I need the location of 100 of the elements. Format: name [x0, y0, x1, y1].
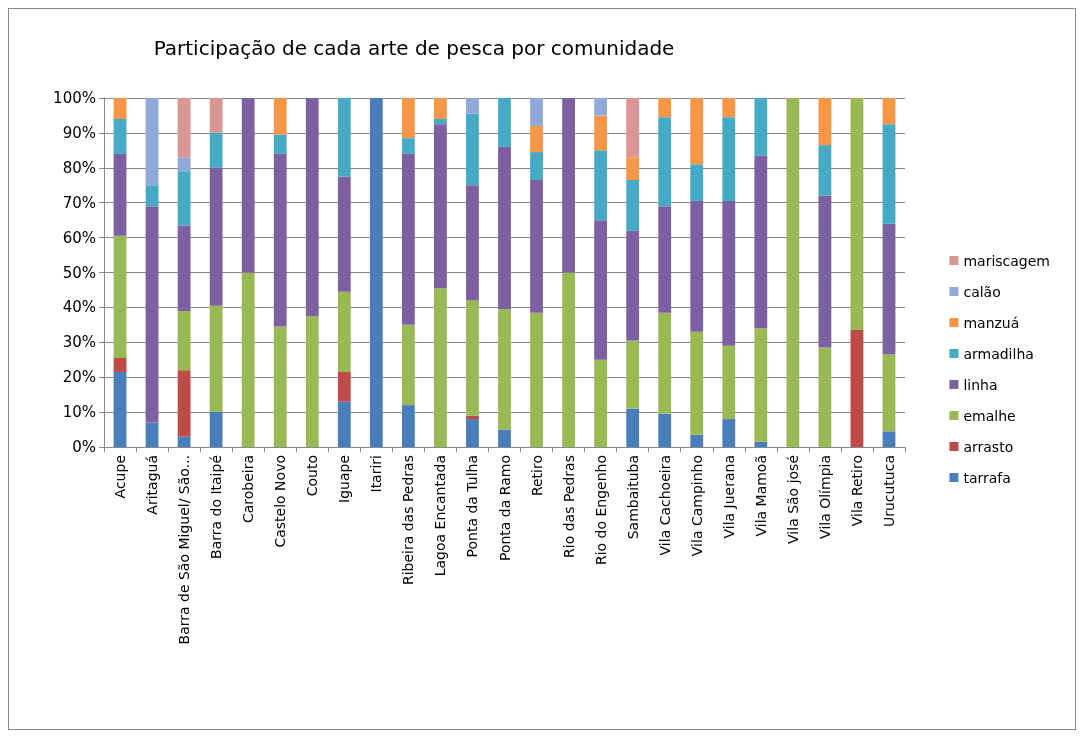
bar	[626, 157, 640, 181]
bar	[594, 359, 608, 447]
bar	[786, 98, 800, 447]
bar	[690, 331, 704, 435]
bar	[337, 176, 351, 292]
bar	[690, 98, 704, 165]
x-tick-label: Barra de São Miguel/ São...	[176, 455, 193, 645]
chart-title: Participação de cada arte de pesca por comunidade	[153, 36, 675, 60]
bar	[209, 132, 223, 168]
bar	[690, 164, 704, 201]
bar	[690, 200, 704, 332]
bar	[466, 185, 479, 301]
bar	[177, 436, 191, 447]
bar	[754, 155, 768, 329]
bar	[818, 195, 832, 348]
bar	[209, 98, 223, 133]
x-tick-label: Vila Campinho	[688, 455, 705, 557]
bar	[177, 157, 191, 172]
bar	[530, 98, 543, 126]
y-tick-label: 50%	[62, 263, 96, 282]
legend-label: arrasto	[963, 438, 1014, 455]
x-tick-label: Ponta da Tulha	[464, 455, 481, 558]
x-tick-label: Ribeira das Pedras	[400, 455, 417, 586]
bar	[818, 145, 832, 196]
bar	[177, 310, 191, 371]
bar	[562, 272, 575, 447]
bar	[145, 98, 159, 186]
y-tick-label: 60%	[62, 228, 96, 247]
bar	[337, 98, 351, 177]
bar	[369, 98, 383, 447]
bar	[241, 98, 255, 273]
y-tick-label: 100%	[53, 89, 96, 107]
bar	[594, 115, 608, 151]
bar	[305, 316, 319, 447]
bar	[337, 401, 351, 447]
bar	[241, 272, 255, 447]
bar	[113, 235, 127, 359]
bar	[722, 200, 736, 346]
bar	[722, 98, 736, 118]
bar	[882, 98, 896, 125]
bar	[337, 291, 351, 372]
x-tick-label: Barra do Itaipé	[208, 455, 225, 559]
bar	[401, 324, 415, 406]
bar	[626, 98, 640, 158]
bar	[818, 347, 832, 447]
legend-label: linha	[963, 376, 998, 393]
x-tick-label: Lagoa Encantada	[432, 455, 449, 577]
bar	[754, 441, 768, 447]
bar	[177, 225, 191, 311]
bar	[145, 206, 159, 423]
bar	[594, 220, 608, 360]
bar	[209, 305, 223, 413]
bar	[273, 153, 287, 327]
bar	[145, 185, 159, 207]
x-tick-label: Sambaituba	[624, 455, 641, 540]
bar	[562, 98, 575, 273]
bar	[466, 113, 479, 186]
bar	[498, 98, 511, 147]
bar	[530, 152, 543, 181]
bar	[401, 405, 415, 447]
legend-label: emalhe	[963, 407, 1016, 424]
bar	[305, 98, 319, 317]
x-tick-label: Vila São josé	[784, 455, 801, 544]
y-tick-label: 30%	[62, 333, 96, 352]
legend-label: tarrafa	[963, 469, 1011, 486]
bar	[113, 98, 127, 119]
x-tick-label: Vila Mamoã	[752, 455, 769, 537]
bar	[882, 354, 896, 432]
y-tick-label: 70%	[62, 193, 96, 212]
bar	[145, 422, 159, 447]
y-tick-label: 80%	[62, 158, 96, 177]
bar	[498, 309, 511, 430]
legend-label: calão	[963, 283, 1001, 300]
bar	[434, 98, 447, 119]
bar	[722, 345, 736, 420]
bar	[434, 124, 447, 289]
bar	[850, 98, 864, 331]
bar	[498, 429, 511, 447]
legend-label: manzuá	[963, 314, 1020, 331]
x-tick-label: Aritaguá	[144, 455, 161, 515]
x-tick-label: Iguape	[336, 455, 353, 503]
bar	[626, 340, 640, 409]
bar	[594, 98, 608, 116]
bar	[466, 98, 479, 114]
bar	[434, 288, 447, 447]
x-tick-label: Vila Cachoeira	[656, 455, 673, 556]
bar	[882, 431, 896, 447]
bar	[498, 146, 511, 310]
x-tick-label: Rio das Pedras	[560, 455, 577, 558]
bar	[113, 153, 127, 236]
x-tick-label: Itariri	[368, 455, 385, 493]
bar	[337, 371, 351, 402]
bar	[401, 153, 415, 325]
bar	[273, 134, 287, 154]
bar	[626, 230, 640, 341]
y-tick-label: 90%	[62, 123, 96, 142]
bar	[722, 117, 736, 201]
x-tick-label: Couto	[304, 455, 321, 497]
bar	[530, 125, 543, 153]
bar	[177, 171, 191, 226]
